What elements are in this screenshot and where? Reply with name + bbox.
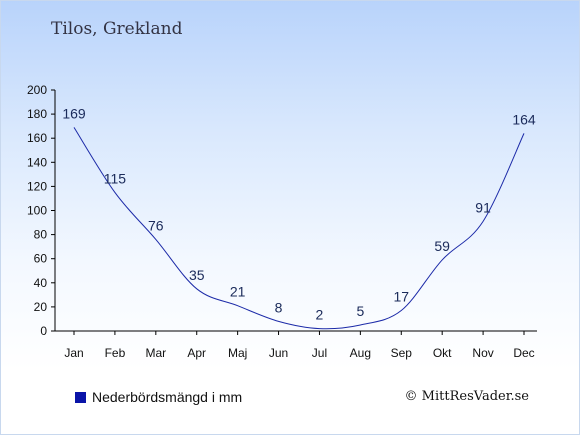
data-label: 76 xyxy=(148,217,164,233)
series-line-precipitation xyxy=(73,127,525,330)
x-tick-label: Mar xyxy=(145,346,166,360)
data-label: 17 xyxy=(393,289,409,305)
data-labels: 169 115 76 35 21 8 2 5 17 59 91 164 xyxy=(62,105,536,322)
x-tick-label: Maj xyxy=(228,346,247,360)
data-label: 8 xyxy=(275,299,283,315)
data-label: 169 xyxy=(62,105,86,121)
x-tick-label: Jun xyxy=(269,346,288,360)
data-label: 115 xyxy=(104,170,127,186)
tick-labels: 0 20 40 60 80 100 120 140 160 180 200 Jan Feb Mar Apr M… xyxy=(27,83,535,360)
copyright-text: © MittResVader.se xyxy=(404,389,529,404)
data-label: 5 xyxy=(356,303,364,319)
x-tick-label: Jul xyxy=(312,346,327,360)
legend-label: Nederbördsmängd i mm xyxy=(92,389,243,405)
x-tick-label: Jan xyxy=(64,346,83,360)
chart-title: Tilos, Grekland xyxy=(51,19,183,39)
data-label: 2 xyxy=(316,307,324,323)
x-tick-label: Dec xyxy=(513,346,534,360)
y-tick-label: 60 xyxy=(34,252,48,266)
y-tick-label: 20 xyxy=(34,300,48,314)
y-tick-label: 160 xyxy=(27,131,47,145)
y-tick-label: 100 xyxy=(27,204,47,218)
x-tick-label: Okt xyxy=(433,346,452,360)
x-tick-label: Sep xyxy=(391,346,413,360)
x-tick-label: Feb xyxy=(105,346,126,360)
y-tick-label: 80 xyxy=(34,228,48,242)
x-tick-label: Aug xyxy=(350,346,371,360)
data-label: 91 xyxy=(475,199,491,215)
y-tick-label: 180 xyxy=(27,107,47,121)
data-label: 164 xyxy=(512,111,536,127)
y-tick-label: 120 xyxy=(27,179,47,193)
legend-swatch xyxy=(75,391,86,403)
y-tick-label: 200 xyxy=(27,83,47,97)
x-tick-label: Apr xyxy=(187,346,206,360)
x-tick-label: Nov xyxy=(472,346,493,360)
y-tick-label: 0 xyxy=(40,324,47,338)
axes xyxy=(51,89,537,335)
data-label: 59 xyxy=(434,238,450,254)
legend: Nederbördsmängd i mm xyxy=(75,389,242,405)
y-tick-label: 40 xyxy=(34,276,48,290)
data-label: 35 xyxy=(189,267,205,283)
y-tick-label: 140 xyxy=(27,155,47,169)
data-label: 21 xyxy=(230,284,246,300)
